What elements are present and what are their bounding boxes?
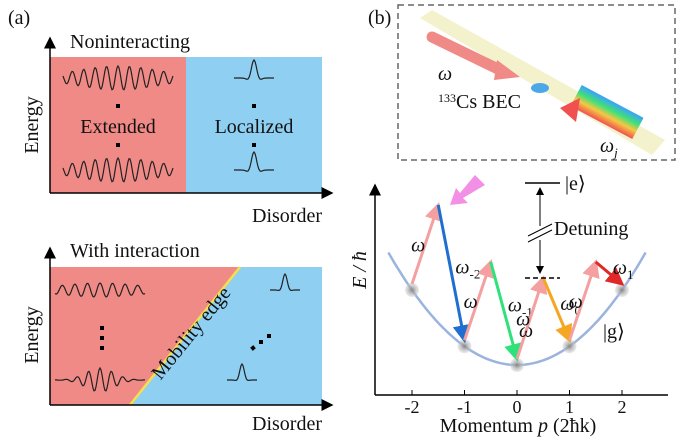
species: 133Cs BEC [438, 91, 521, 113]
omega-label: ω [438, 63, 452, 85]
x-tick-label: 1 [565, 397, 574, 417]
pump-label: ω [569, 291, 583, 313]
dot [252, 143, 256, 147]
pump-label: ω [464, 291, 478, 313]
probe-label: ω-2 [455, 257, 480, 282]
dot [116, 143, 120, 147]
probe-sub: -2 [470, 267, 481, 282]
bec [531, 83, 549, 93]
figure: (a) Noninteracting Energy Disorder Exten… [0, 0, 683, 438]
probe-symbol: ω [455, 257, 469, 279]
pump-label: ω [519, 320, 533, 342]
dot [116, 104, 120, 108]
panel-label: (b) [368, 7, 391, 29]
detuning-label: Detuning [554, 218, 628, 240]
probe-symbol: ω [613, 257, 627, 279]
region-label: Extended [80, 116, 156, 138]
ground-label: |g⟩ [603, 321, 625, 343]
pink-arrow [450, 175, 485, 205]
panel-title: With interaction [70, 240, 200, 262]
x-label: Disorder [252, 205, 322, 227]
x-tick-label: 0 [513, 397, 522, 417]
atom [405, 283, 419, 297]
panel-title: Noninteracting [70, 31, 190, 53]
panel-label: (a) [8, 7, 30, 29]
atom [615, 283, 629, 297]
x-tick-label: -1 [457, 397, 472, 417]
omega-j-label: ωj [600, 135, 618, 160]
excited-label: |e⟩ [565, 173, 586, 195]
atom [510, 358, 524, 372]
x-label: Momentum p (2ħk) [440, 415, 597, 437]
x-tick-label: 2 [618, 397, 627, 417]
probe-sub: 1 [627, 267, 634, 282]
y-label: E / ħ [349, 251, 371, 290]
y-label: Energy [21, 96, 43, 153]
x-label: Disorder [252, 413, 322, 435]
pump-label: ω [411, 235, 425, 257]
x-tick-label: -2 [405, 397, 420, 417]
region-label: Localized [215, 116, 294, 138]
dot [252, 104, 256, 108]
y-label: Energy [21, 306, 43, 363]
atom [458, 339, 472, 353]
atom [563, 339, 577, 353]
probe-label: ω1 [613, 257, 634, 282]
